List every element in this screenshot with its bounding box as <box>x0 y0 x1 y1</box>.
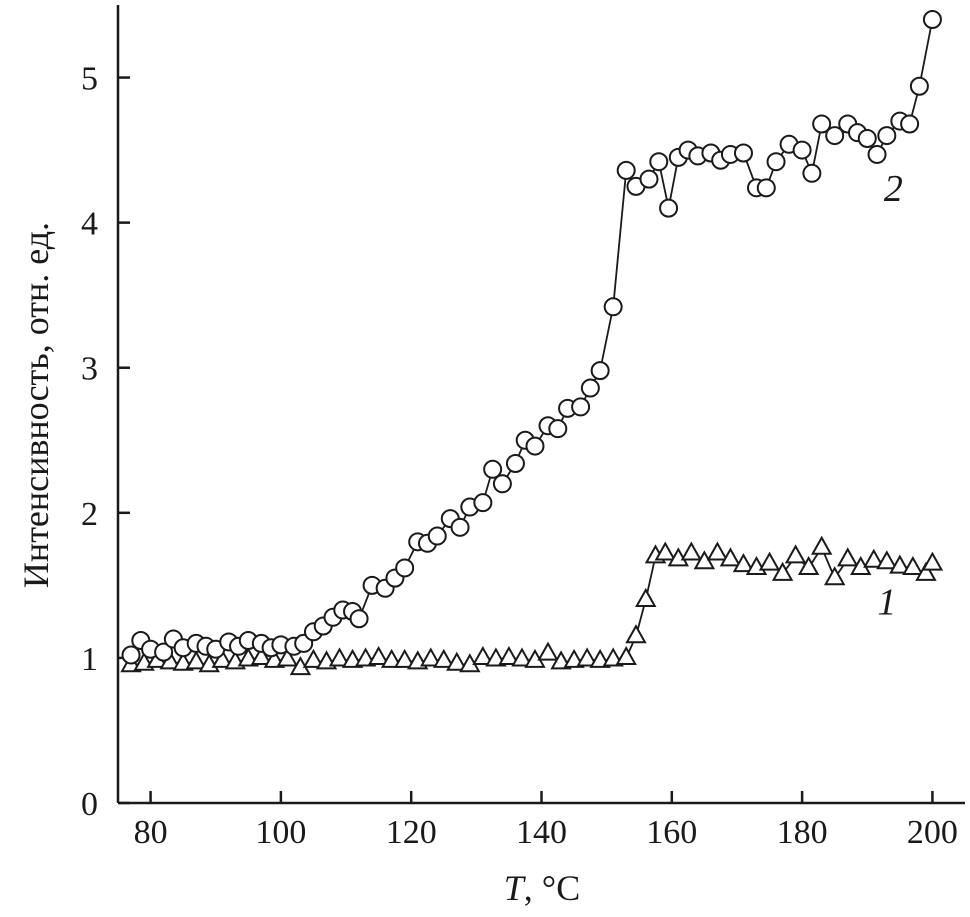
series-1-point <box>433 648 455 668</box>
axes: 80 100 120 140 160 180 200 0 1 2 3 4 5 <box>81 5 965 851</box>
series-1-point <box>823 566 846 586</box>
series-1-point <box>185 650 207 670</box>
series-1-point <box>367 645 390 665</box>
series-2-point <box>525 436 545 456</box>
x-tick-label: 80 <box>134 814 168 851</box>
series-2-point <box>450 517 470 537</box>
x-tick-label: 100 <box>255 814 306 851</box>
series-2-point <box>616 160 636 180</box>
series-2-point <box>909 76 929 96</box>
series-2-point <box>571 397 591 417</box>
y-tick-label: 2 <box>81 496 98 533</box>
series-2-point <box>639 169 659 189</box>
series-1-point <box>771 561 794 581</box>
series-1-point <box>876 550 898 570</box>
series-2-point <box>580 378 600 398</box>
series-2-point <box>922 10 942 30</box>
series-1-point <box>719 547 742 567</box>
x-axis-title: T, °C <box>504 868 580 908</box>
series-1-point <box>797 555 820 576</box>
x-tick-label: 180 <box>777 814 828 851</box>
series-1-point <box>680 541 703 561</box>
series-2-point <box>867 144 887 164</box>
series-2-point <box>649 152 669 172</box>
series-2-point <box>492 474 512 494</box>
series-2 <box>121 10 942 665</box>
x-tick-label: 160 <box>646 814 697 851</box>
series-1-point <box>732 553 755 573</box>
series-2-point <box>659 198 679 218</box>
y-tick-label: 5 <box>81 61 98 98</box>
series-2-point <box>483 459 503 479</box>
series-1-point <box>810 535 833 555</box>
series-1-point <box>615 645 637 665</box>
series-2-point <box>802 163 822 183</box>
y-tick-label: 0 <box>81 786 98 823</box>
series-2-point <box>121 645 141 665</box>
series-2-point <box>548 419 568 439</box>
series-1-point <box>380 648 403 668</box>
series-1-point <box>211 648 233 668</box>
series-1-point <box>625 624 647 644</box>
series-1-point <box>921 551 944 571</box>
series-2-point <box>395 558 415 578</box>
series-1-point <box>472 645 494 665</box>
series-2-point <box>473 493 493 513</box>
series-2-point <box>825 126 845 146</box>
series-1-point <box>446 651 468 671</box>
series-2-point <box>733 143 753 163</box>
series-2-point <box>756 178 776 198</box>
series-2-point <box>349 609 369 629</box>
series-1-point <box>863 548 885 568</box>
series-1-point <box>635 587 657 607</box>
series-2-point <box>877 126 897 146</box>
series-1-point <box>276 647 299 667</box>
series-2-point <box>900 114 920 134</box>
series-1-point <box>902 555 924 576</box>
series-2-point <box>792 140 812 160</box>
series-1-point <box>576 647 598 667</box>
series-1-point <box>706 541 729 561</box>
y-axis-title: Интенсивность, отн. ед. <box>16 222 56 588</box>
series-2-point <box>590 361 610 381</box>
series-1-point <box>837 547 859 567</box>
x-tick-label: 200 <box>907 814 958 851</box>
series-2-label: 2 <box>884 168 903 210</box>
series-1-point <box>758 551 781 571</box>
series-1-point <box>250 645 273 665</box>
series-1-point <box>537 641 559 661</box>
x-tick-label: 120 <box>386 814 437 851</box>
series-1 <box>120 535 944 676</box>
y-tick-label: 1 <box>81 641 98 678</box>
series-2-point <box>427 526 447 546</box>
series-2-point <box>154 642 174 662</box>
series-2-point <box>505 453 525 473</box>
series-2-point <box>603 297 623 317</box>
plot-area <box>120 10 944 676</box>
series-1-point <box>915 561 937 581</box>
y-tick-label: 4 <box>81 206 98 243</box>
series-2-point <box>857 128 877 148</box>
y-tick-label: 3 <box>81 351 98 388</box>
series-1-point <box>302 648 325 668</box>
series-1-point <box>498 645 520 665</box>
x-tick-label: 140 <box>516 814 567 851</box>
series-2-line <box>130 19 934 656</box>
series-1-point <box>784 544 807 564</box>
series-1-point <box>511 647 533 667</box>
series-2-point <box>766 152 786 172</box>
labels: T, °C Интенсивность, отн. ед. 1 2 <box>16 168 903 908</box>
series-1-label: 1 <box>877 581 896 623</box>
series-1-point <box>393 648 416 668</box>
series-1-point <box>889 554 911 574</box>
series-1-point <box>420 647 442 667</box>
series-1-point <box>654 541 677 561</box>
series-1-point <box>328 647 351 667</box>
x-axis-title-symbol: T <box>504 868 527 908</box>
series-2-point <box>812 114 832 134</box>
x-axis-title-unit: , °C <box>524 868 580 908</box>
